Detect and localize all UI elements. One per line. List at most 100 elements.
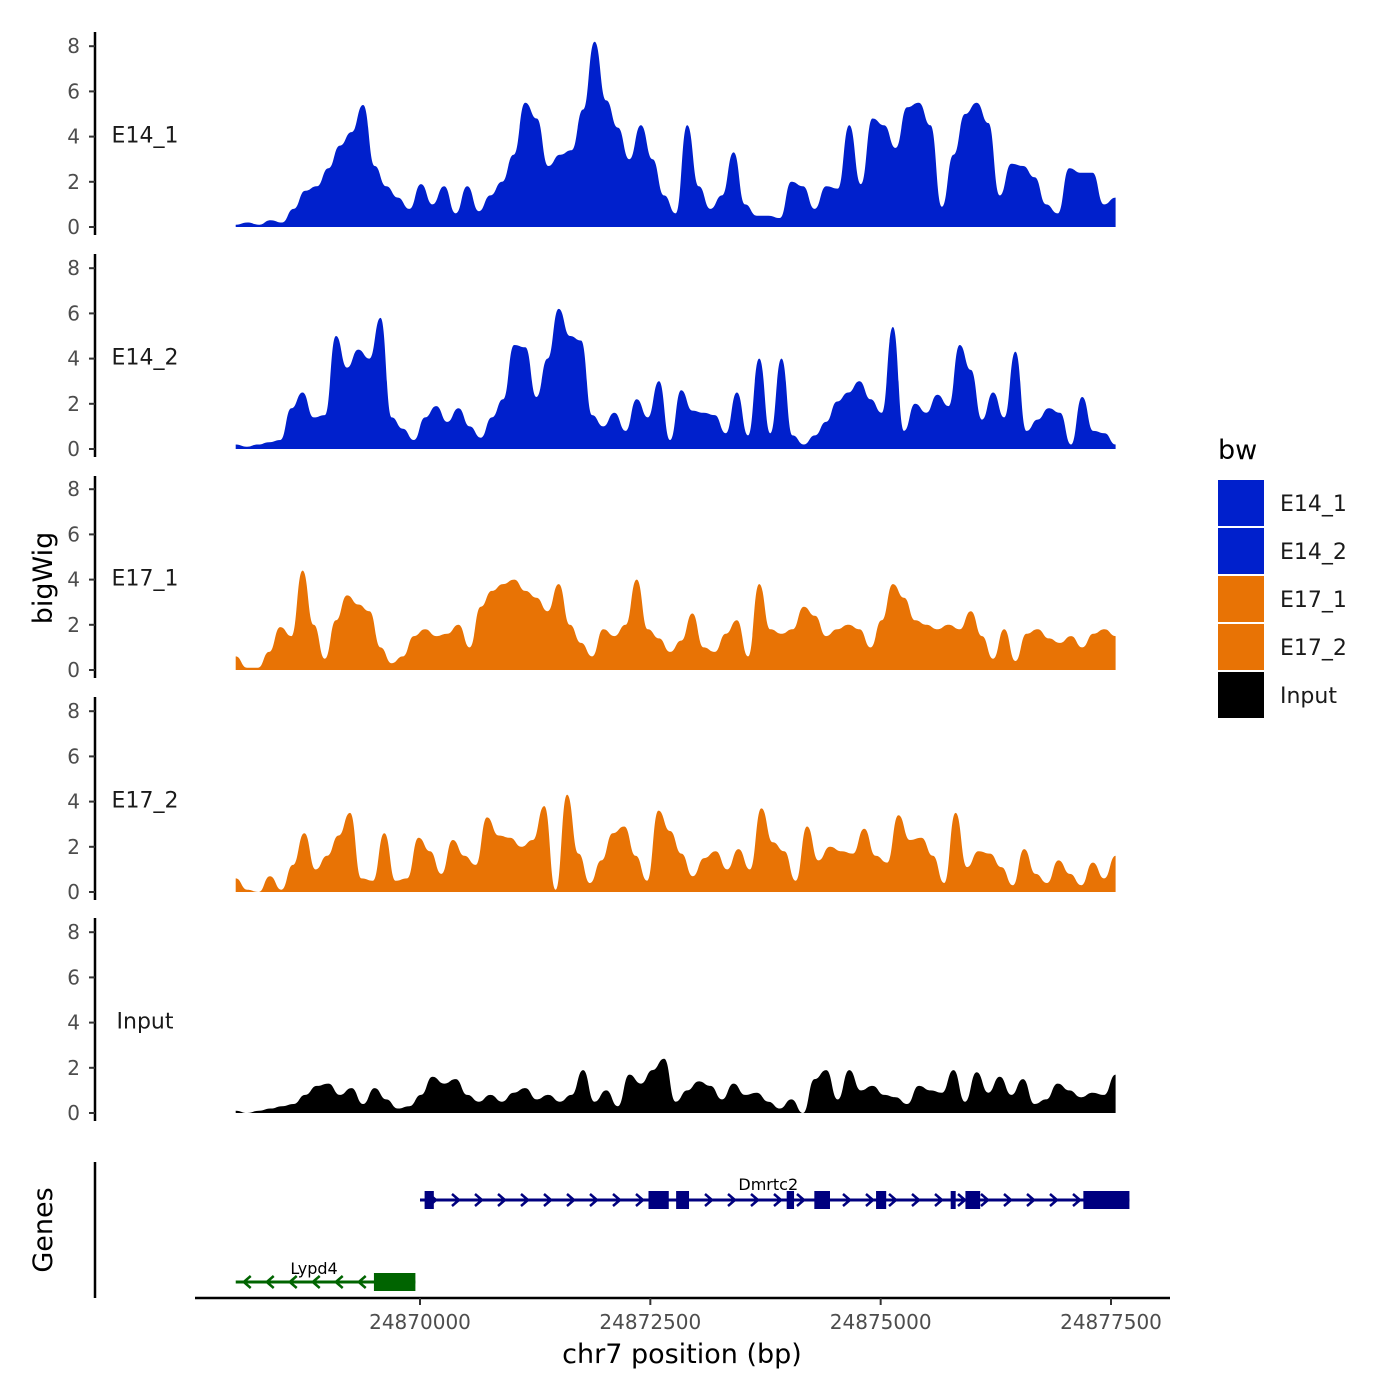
- strand-chevron: [356, 1275, 367, 1289]
- x-tick-label: 24877500: [1060, 1310, 1162, 1334]
- strand-chevron: [750, 1193, 760, 1207]
- exon: [373, 1273, 416, 1291]
- track-e14-1: 0 2 4 6 8 E14_1: [67, 32, 1116, 239]
- legend-swatch: [1218, 528, 1264, 574]
- y-tick-label: 6: [67, 744, 80, 768]
- strand-chevron: [333, 1275, 344, 1289]
- exon: [1083, 1191, 1130, 1209]
- strand-chevron: [727, 1193, 737, 1207]
- y-tick-label: 8: [67, 477, 80, 501]
- strand-chevron: [1003, 1193, 1013, 1207]
- track-label: E14_1: [112, 123, 179, 148]
- strand-chevron: [796, 1193, 806, 1207]
- coverage-area-input: [235, 1058, 1116, 1113]
- gene-label: Dmrtc2: [738, 1175, 798, 1194]
- y-tick-label: 8: [67, 920, 80, 944]
- legend-label: E17_2: [1280, 636, 1347, 661]
- track-label: E17_1: [112, 566, 179, 591]
- legend-swatch: [1218, 624, 1264, 670]
- track-label: E17_2: [112, 788, 179, 813]
- legend-label: E14_2: [1280, 540, 1347, 565]
- coverage-area-e14-1: [235, 41, 1116, 228]
- y-axis-title: bigWig: [28, 532, 59, 625]
- y-tick-label: 0: [67, 658, 80, 682]
- genes-panel: Genes Dmrtc2 Lypd4: [28, 1162, 1130, 1298]
- y-tick-label: 8: [67, 256, 80, 280]
- strand-chevron: [865, 1193, 875, 1207]
- strand-chevron: [911, 1193, 921, 1207]
- gene-dmrtc2: Dmrtc2: [420, 1175, 1130, 1209]
- legend-label: E14_1: [1280, 492, 1347, 517]
- coverage-tracks: 0 2 4 6 8 E14_1 0 2 4 6 8 E14_2 0 2 4 6 8 E17_1 0 2 4 6 8 E17_2…: [67, 32, 1116, 1125]
- y-tick-label: 6: [67, 301, 80, 325]
- coverage-area-e14-2: [235, 308, 1116, 449]
- exon: [876, 1191, 887, 1209]
- gene-lypd4: Lypd4: [235, 1259, 416, 1291]
- y-tick-label: 2: [67, 170, 80, 194]
- exon: [814, 1191, 830, 1209]
- legend-label: E17_1: [1280, 588, 1347, 613]
- track-label: Input: [117, 1009, 174, 1034]
- exon: [786, 1191, 795, 1209]
- y-tick-label: 4: [67, 568, 80, 592]
- strand-chevron: [474, 1193, 484, 1207]
- strand-chevron: [888, 1193, 898, 1207]
- track-e17-2: 0 2 4 6 8 E17_2: [67, 697, 1116, 904]
- strand-chevron: [451, 1193, 461, 1207]
- exon: [648, 1191, 669, 1209]
- y-tick-label: 6: [67, 79, 80, 103]
- strand-chevron: [934, 1193, 944, 1207]
- y-tick-label: 2: [67, 392, 80, 416]
- y-tick-label: 0: [67, 1101, 80, 1125]
- genes-axis-title: Genes: [28, 1187, 59, 1272]
- strand-chevron: [543, 1193, 553, 1207]
- legend-swatch: [1218, 672, 1264, 718]
- legend-swatch: [1218, 480, 1264, 526]
- y-tick-label: 2: [67, 1056, 80, 1080]
- strand-chevron: [241, 1275, 252, 1289]
- strand-chevron: [1049, 1193, 1059, 1207]
- legend: bw E14_1 E14_2 E17_1 E17_2 Input: [1218, 435, 1347, 718]
- x-axis-title: chr7 position (bp): [562, 1339, 802, 1370]
- x-tick-label: 24872500: [599, 1310, 701, 1334]
- y-tick-label: 8: [67, 699, 80, 723]
- exon: [965, 1191, 981, 1209]
- strand-chevron: [287, 1275, 298, 1289]
- x-axis: 24870000 24872500 24875000 24877500 chr7 po…: [195, 1296, 1170, 1370]
- strand-chevron: [704, 1193, 714, 1207]
- strand-chevron: [957, 1193, 967, 1207]
- track-label: E14_2: [112, 345, 179, 370]
- strand-chevron: [773, 1193, 783, 1207]
- y-tick-label: 4: [67, 790, 80, 814]
- y-tick-label: 0: [67, 880, 80, 904]
- y-tick-label: 6: [67, 522, 80, 546]
- y-tick-label: 6: [67, 965, 80, 989]
- track-e17-1: 0 2 4 6 8 E17_1: [67, 476, 1116, 682]
- exon: [950, 1191, 956, 1209]
- track-e14-2: 0 2 4 6 8 E14_2: [67, 254, 1116, 461]
- y-tick-label: 8: [67, 34, 80, 58]
- y-tick-label: 0: [67, 437, 80, 461]
- legend-swatch: [1218, 576, 1264, 622]
- y-tick-label: 4: [67, 347, 80, 371]
- gene-label: Lypd4: [290, 1259, 337, 1278]
- x-tick-label: 24870000: [369, 1310, 471, 1334]
- strand-chevron: [520, 1193, 530, 1207]
- strand-chevron: [1072, 1193, 1082, 1207]
- strand-chevron: [1026, 1193, 1036, 1207]
- exon: [676, 1191, 690, 1209]
- legend-label: Input: [1280, 684, 1337, 709]
- exon: [424, 1191, 434, 1209]
- strand-chevron: [980, 1193, 990, 1207]
- strand-chevron: [566, 1193, 576, 1207]
- strand-chevron: [589, 1193, 599, 1207]
- strand-chevron: [310, 1275, 321, 1289]
- y-tick-label: 4: [67, 1011, 80, 1035]
- y-tick-label: 4: [67, 125, 80, 149]
- coverage-area-e17-1: [235, 570, 1116, 670]
- strand-chevron: [842, 1193, 852, 1207]
- y-tick-label: 2: [67, 835, 80, 859]
- y-tick-label: 2: [67, 613, 80, 637]
- strand-chevron: [612, 1193, 622, 1207]
